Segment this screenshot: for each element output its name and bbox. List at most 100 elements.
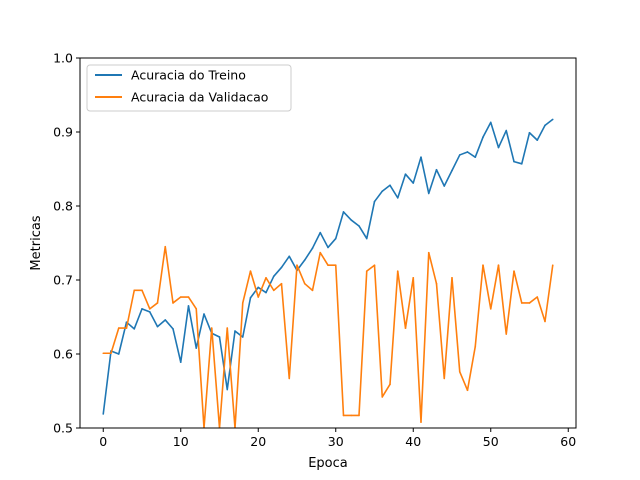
y-axis-label: Metricas: [29, 215, 44, 270]
data-point: [513, 270, 515, 272]
data-point: [272, 289, 275, 292]
data-point: [420, 421, 422, 423]
data-point: [396, 197, 399, 199]
data-point: [412, 276, 415, 279]
y-tick-label: 0.8: [53, 199, 73, 214]
x-tick-label: 0: [99, 434, 107, 449]
data-point: [350, 219, 353, 221]
data-point: [528, 131, 531, 134]
data-point: [125, 327, 128, 329]
plot-area: [80, 58, 576, 428]
data-point: [528, 302, 531, 304]
data-point: [172, 328, 174, 330]
data-point: [551, 118, 554, 121]
data-point: [435, 282, 438, 285]
data-point: [156, 302, 159, 304]
data-point: [513, 160, 515, 163]
data-point: [365, 237, 368, 240]
data-point: [435, 168, 438, 171]
data-point: [551, 264, 554, 267]
y-axis: 0.5 0.6 0.7 0.8 0.9 1.0: [53, 51, 80, 436]
data-point: [520, 163, 523, 165]
data-point: [265, 276, 267, 279]
data-point: [536, 296, 539, 298]
data-point: [241, 336, 244, 338]
data-point: [334, 237, 337, 240]
data-point: [117, 353, 120, 355]
data-point: [102, 413, 105, 415]
data-point: [280, 266, 283, 269]
data-point: [187, 296, 190, 298]
data-point: [350, 414, 353, 417]
data-point: [451, 276, 453, 279]
data-point: [296, 264, 298, 267]
data-point: [257, 296, 260, 298]
data-point: [272, 275, 275, 278]
data-point: [389, 383, 391, 386]
data-point: [241, 302, 244, 304]
data-point: [288, 255, 291, 258]
data-point: [412, 182, 415, 184]
data-point: [373, 200, 376, 203]
data-point: [148, 311, 151, 313]
data-point: [156, 325, 159, 328]
x-axis-label: Epoca: [308, 456, 348, 471]
y-tick-label: 0.7: [53, 273, 73, 288]
plot-frame: [79, 57, 577, 429]
data-point: [327, 264, 329, 267]
data-point: [482, 136, 484, 138]
data-point: [489, 308, 492, 310]
data-point: [381, 396, 384, 398]
data-point: [257, 286, 260, 289]
data-point: [482, 264, 484, 267]
data-point: [179, 361, 182, 363]
data-point: [427, 251, 430, 254]
x-tick-label: 10: [173, 434, 189, 449]
data-point: [389, 184, 391, 187]
x-tick-label: 40: [405, 434, 421, 449]
data-point: [226, 388, 229, 391]
legend: Acuracia do Treino Acuracia da Validacao: [86, 64, 292, 112]
data-point: [474, 156, 477, 158]
data-point: [489, 121, 492, 124]
data-point: [334, 264, 337, 267]
data-point: [303, 259, 306, 261]
data-point: [203, 313, 205, 315]
data-point: [102, 352, 105, 355]
data-point: [133, 289, 136, 292]
data-point: [420, 156, 422, 158]
data-point: [358, 225, 360, 227]
series-group: [102, 118, 554, 428]
data-point: [218, 336, 221, 338]
x-axis: 0 10 20 30 40 50 60: [99, 428, 576, 449]
data-point: [148, 308, 151, 310]
data-point: [288, 377, 291, 380]
data-point: [365, 270, 368, 272]
data-point: [427, 192, 430, 195]
data-point: [319, 231, 322, 234]
data-point: [458, 154, 461, 156]
x-tick-label: 30: [328, 434, 344, 449]
y-tick-label: 0.9: [53, 125, 73, 140]
data-point: [195, 347, 198, 349]
data-point: [234, 330, 236, 332]
data-point: [210, 327, 213, 329]
data-point: [443, 185, 446, 187]
data-point: [311, 289, 314, 292]
data-point: [520, 302, 523, 304]
y-tick-label: 0.6: [53, 347, 73, 362]
data-point: [458, 370, 461, 373]
data-point: [396, 270, 399, 272]
data-point: [249, 270, 252, 272]
data-point: [505, 129, 508, 132]
data-point: [497, 264, 500, 267]
data-point: [373, 264, 376, 267]
data-point: [141, 308, 143, 310]
data-point: [265, 291, 267, 294]
data-point: [342, 211, 345, 213]
data-point: [110, 352, 112, 355]
legend-label-validation: Acuracia da Validacao: [131, 90, 268, 105]
data-point: [497, 146, 500, 149]
data-point: [443, 377, 446, 380]
data-point: [195, 308, 198, 310]
